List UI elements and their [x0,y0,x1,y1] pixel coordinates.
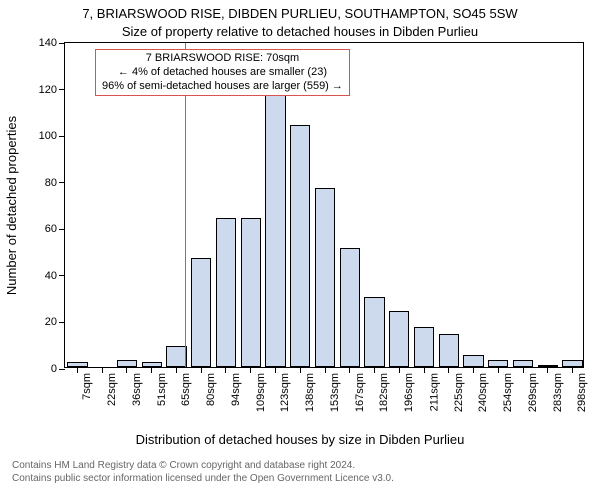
y-tick [59,369,65,370]
x-tick [250,367,251,373]
chart-title: 7, BRIARSWOOD RISE, DIBDEN PURLIEU, SOUT… [0,6,600,21]
x-tick [572,367,573,373]
x-tick [374,367,375,373]
annotation-line: ← 4% of detached houses are smaller (23) [102,66,343,80]
x-tick [77,367,78,373]
y-tick [59,229,65,230]
bar [315,188,335,367]
bar [265,92,285,367]
x-tick [201,367,202,373]
x-tick [424,367,425,373]
footer-line-2: Contains public sector information licen… [12,473,394,486]
x-tick-label: 182sqm [379,373,391,412]
x-tick-label: 65sqm [180,373,192,406]
y-tick-label: 120 [39,84,57,96]
y-axis-label: Number of detached properties [5,115,20,294]
y-tick-label: 100 [39,130,57,142]
x-tick [473,367,474,373]
x-tick-label: 7sqm [81,373,93,400]
bar [241,218,261,367]
annotation-line: 96% of semi-detached houses are larger (… [102,80,343,94]
x-tick-label: 225sqm [453,373,465,412]
y-tick-label: 140 [39,37,57,49]
bar [463,355,483,367]
bar [191,258,211,367]
bar [414,327,434,367]
x-tick [547,367,548,373]
bar [488,360,508,367]
y-tick [59,89,65,90]
x-axis-label: Distribution of detached houses by size … [0,432,600,447]
y-tick-label: 20 [45,316,57,328]
x-tick-label: 167sqm [354,373,366,412]
x-tick-label: 211sqm [428,373,440,411]
x-tick-label: 22sqm [106,373,118,406]
x-tick [126,367,127,373]
x-tick-label: 109sqm [255,373,267,412]
footer-attribution: Contains HM Land Registry data © Crown c… [12,460,394,485]
x-tick [325,367,326,373]
plot-area: 0204060801001201407sqm22sqm36sqm51sqm65s… [64,42,584,368]
x-tick-label: 138sqm [304,373,316,412]
x-tick-label: 80sqm [205,373,217,406]
x-tick-label: 94sqm [230,373,242,406]
x-tick-label: 269sqm [527,373,539,412]
x-tick-label: 254sqm [502,373,514,412]
y-tick [59,43,65,44]
y-tick-label: 0 [51,363,57,375]
x-tick-label: 51sqm [156,373,168,406]
y-axis-label-wrap: Number of detached properties [0,42,32,368]
y-tick [59,182,65,183]
x-tick [275,367,276,373]
x-tick-label: 283sqm [552,373,564,412]
bar [117,360,137,367]
bar [166,346,186,367]
annotation-line: 7 BRIARSWOOD RISE: 70sqm [102,52,343,66]
x-tick [523,367,524,373]
x-tick-label: 240sqm [478,373,490,412]
y-tick [59,136,65,137]
y-tick-label: 60 [45,223,57,235]
x-tick-label: 36sqm [131,373,143,406]
y-tick-label: 80 [45,177,57,189]
x-tick [176,367,177,373]
bar [439,334,459,367]
bar [340,248,360,367]
x-tick [448,367,449,373]
bar [389,311,409,367]
footer-line-1: Contains HM Land Registry data © Crown c… [12,460,394,473]
x-tick-label: 123sqm [279,373,291,412]
x-tick [399,367,400,373]
y-tick [59,275,65,276]
x-tick [225,367,226,373]
x-tick [349,367,350,373]
bar [562,360,582,367]
bar [513,360,533,367]
y-tick-label: 40 [45,270,57,282]
x-tick [300,367,301,373]
x-tick [151,367,152,373]
chart-subtitle: Size of property relative to detached ho… [0,24,600,39]
bar [364,297,384,367]
bar [290,125,310,367]
bar [216,218,236,367]
x-tick [498,367,499,373]
x-tick-label: 153sqm [329,373,341,412]
x-tick [102,367,103,373]
y-tick [59,322,65,323]
x-tick-label: 298sqm [577,373,589,412]
annotation-box: 7 BRIARSWOOD RISE: 70sqm← 4% of detached… [95,49,350,96]
x-tick-label: 196sqm [403,373,415,412]
